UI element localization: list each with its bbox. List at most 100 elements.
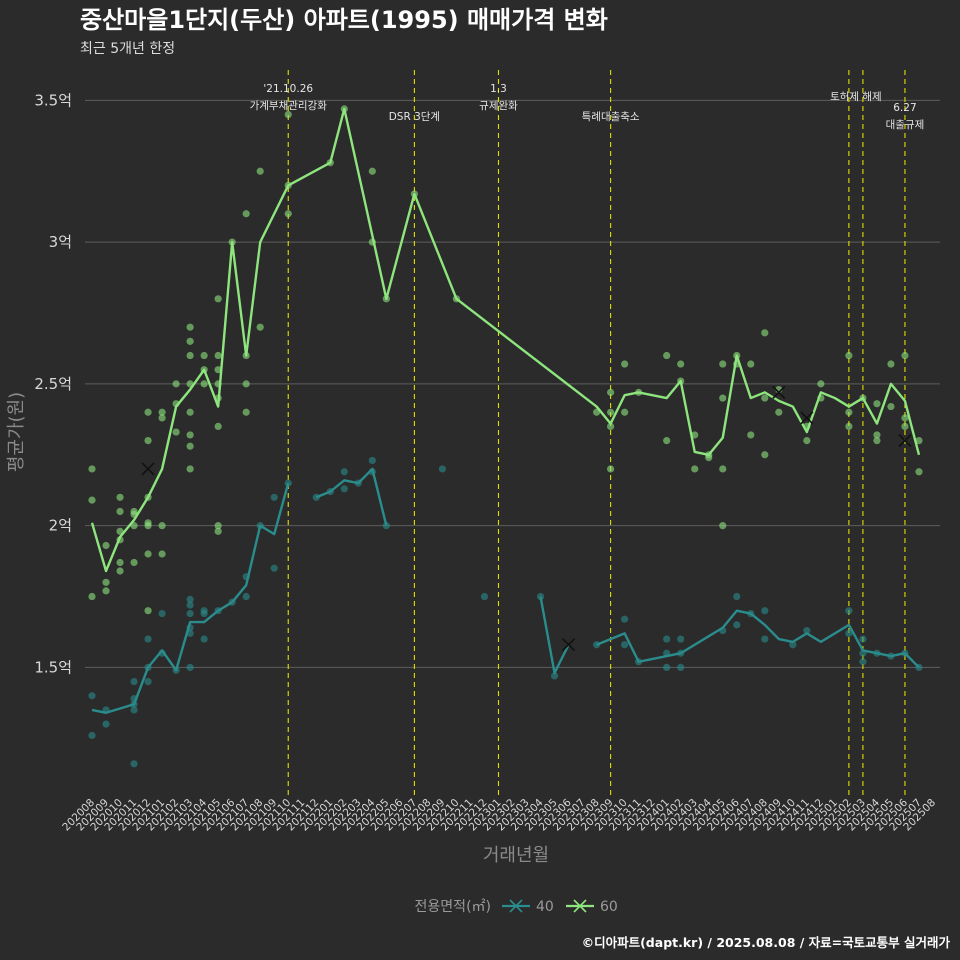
y-tick-label: 3.5억: [34, 91, 72, 109]
data-point: [284, 110, 292, 119]
series-40: [88, 456, 923, 768]
data-point: [663, 635, 671, 643]
data-point: [102, 541, 110, 550]
cancelled-stroke: [800, 411, 814, 425]
annotation-label: '21.10.26: [263, 83, 313, 95]
cancelled-marker: [800, 411, 814, 425]
data-point: [116, 493, 124, 501]
data-point: [901, 422, 909, 431]
data-point: [102, 587, 110, 595]
data-point: [88, 496, 96, 504]
data-point: [382, 522, 390, 530]
data-point: [747, 360, 755, 368]
data-point: [144, 677, 152, 686]
data-point: [88, 692, 96, 700]
data-point: [340, 485, 348, 493]
data-point: [214, 527, 222, 535]
data-point: [705, 454, 713, 462]
legend-title: 전용면적(㎡): [415, 899, 491, 915]
y-axis-title: 평균가(원): [6, 392, 27, 472]
data-point: [256, 167, 264, 175]
data-point: [186, 442, 194, 450]
data-point: [186, 465, 194, 473]
series-line: [539, 596, 570, 675]
data-point: [116, 507, 124, 516]
data-point: [88, 592, 96, 601]
data-point: [719, 465, 727, 473]
data-point: [859, 658, 867, 666]
cancelled-marker: [141, 462, 155, 476]
series-60: [88, 105, 923, 615]
data-point: [607, 388, 615, 396]
data-point: [158, 408, 166, 416]
data-point: [144, 436, 152, 445]
data-point: [845, 422, 853, 431]
x-axis-title: 거래년월: [483, 845, 549, 866]
annotation-label: 특례대출축소: [582, 111, 640, 123]
data-point: [901, 351, 909, 360]
data-point: [186, 609, 194, 618]
data-point: [214, 351, 222, 360]
data-point: [845, 629, 853, 637]
data-point: [186, 663, 194, 672]
cancelled-stroke: [141, 462, 155, 476]
data-point: [242, 408, 250, 416]
data-point: [200, 635, 208, 643]
data-point: [719, 522, 727, 530]
data-point: [158, 414, 166, 422]
data-point: [873, 431, 881, 439]
data-point: [144, 522, 152, 530]
data-point: [214, 522, 222, 530]
data-point: [144, 607, 152, 615]
chart-title: 중산마을1단지(두산) 아파트(1995) 매매가격 변화: [80, 6, 608, 34]
cancelled-marker: [772, 385, 786, 399]
annotation-label: 가계부채관리강화: [250, 100, 328, 112]
data-point: [677, 635, 685, 643]
data-point: [186, 601, 194, 609]
data-point: [130, 760, 138, 768]
data-point: [102, 720, 110, 728]
data-point: [887, 402, 895, 411]
data-point: [200, 351, 208, 360]
data-point: [186, 408, 194, 416]
data-point: [915, 436, 923, 445]
legend-item-60: 60: [566, 899, 618, 915]
data-point: [873, 436, 881, 445]
gridlines: [85, 99, 940, 668]
chart-caption: ©디아파트(dapt.kr) / 2025.08.08 / 자료=국토교통부 실…: [582, 935, 951, 950]
data-point: [438, 465, 447, 473]
data-point: [761, 394, 769, 402]
y-tick-label: 2.5억: [34, 375, 72, 393]
data-point: [761, 451, 769, 459]
data-point: [747, 431, 755, 439]
data-point: [607, 422, 615, 431]
data-point: [663, 663, 671, 672]
data-point: [130, 558, 138, 567]
data-point: [803, 626, 811, 635]
legend-swatch-x: [573, 899, 587, 913]
data-point: [621, 408, 629, 416]
data-point: [186, 431, 194, 439]
series-line: [90, 107, 921, 573]
data-point: [845, 408, 853, 416]
data-point: [88, 465, 96, 473]
chart-subtitle: 최근 5개년 한정: [80, 41, 175, 57]
data-point: [144, 408, 152, 416]
data-point: [480, 592, 489, 601]
data-point: [550, 672, 559, 680]
data-point: [144, 550, 152, 558]
data-point: [242, 592, 250, 601]
data-point: [607, 465, 615, 473]
legend: 전용면적(㎡) 40 60: [415, 899, 618, 915]
cancelled-marker: [898, 434, 912, 448]
series-line: [91, 482, 290, 714]
annotation-label: 규제완화: [479, 99, 518, 112]
data-point: [270, 564, 278, 572]
data-point: [691, 465, 699, 473]
data-point: [621, 615, 629, 623]
data-point: [130, 706, 138, 714]
data-point: [677, 663, 685, 672]
data-point: [719, 360, 727, 368]
